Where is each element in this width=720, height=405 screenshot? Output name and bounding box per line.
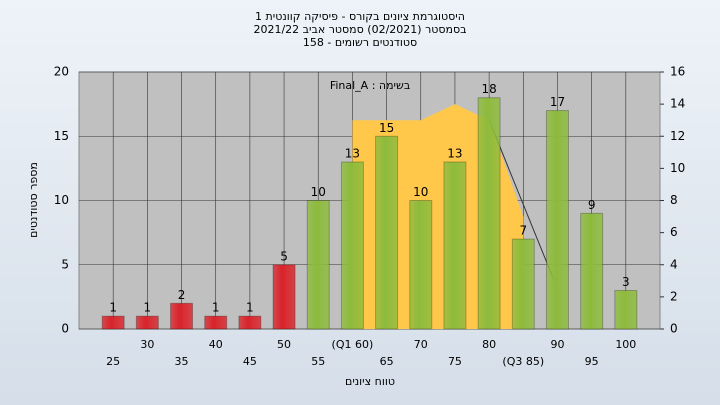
y2-tick-label: 10 <box>670 161 685 175</box>
bar <box>409 200 433 330</box>
x-tick-label: 45 <box>243 355 257 368</box>
x-axis-label: טווח ציונים <box>345 375 395 388</box>
x-tick-label: (Q1 60) <box>332 338 374 351</box>
value-label: 10 <box>413 185 428 199</box>
y-tick-label: 20 <box>54 65 69 79</box>
value-label: 13 <box>447 146 462 160</box>
bar <box>101 315 125 330</box>
y-tick-label: 0 <box>61 322 69 336</box>
x-tick-label: 30 <box>140 338 154 351</box>
y2-tick-label: 4 <box>670 257 678 271</box>
x-tick-label: 35 <box>175 355 189 368</box>
title-line: סטודנטים רשומים - 158 <box>303 36 417 49</box>
value-label: 1 <box>246 301 254 315</box>
bar <box>306 200 330 330</box>
bar <box>477 97 501 330</box>
value-label: 10 <box>311 185 326 199</box>
x-tick-label: (Q3 85) <box>502 355 544 368</box>
y2-tick-label: 16 <box>670 65 685 79</box>
x-tick-label: 95 <box>585 355 599 368</box>
x-tick-label: 50 <box>277 338 291 351</box>
bar <box>545 110 569 330</box>
title-line: בסמסטר (02/2021) סמסטר אביב 2021/22 <box>253 23 466 36</box>
y-tick-label: 15 <box>54 129 69 143</box>
x-tick-label: 40 <box>209 338 223 351</box>
x-tick-label: 75 <box>448 355 462 368</box>
title-line: היסטוגרמת ציונים בקורס - פיסיקה קוונטית … <box>255 10 465 23</box>
value-label: 1 <box>144 301 152 315</box>
bar <box>272 264 296 330</box>
y-axis-label: מספר סטודנטים <box>27 162 40 238</box>
y2-tick-label: 6 <box>670 225 678 239</box>
bar <box>170 302 194 330</box>
bar <box>580 212 604 330</box>
y-tick-label: 10 <box>54 193 69 207</box>
value-label: 5 <box>280 249 288 263</box>
bar <box>614 289 638 330</box>
value-label: 7 <box>519 224 527 238</box>
y2-tick-label: 12 <box>670 129 685 143</box>
value-label: 2 <box>178 288 186 302</box>
value-label: 13 <box>345 146 360 160</box>
y2-tick-label: 0 <box>670 322 678 336</box>
x-tick-label: 65 <box>380 355 394 368</box>
y2-tick-label: 2 <box>670 289 678 303</box>
y2-tick-label: 14 <box>670 97 685 111</box>
x-tick-label: 80 <box>482 338 496 351</box>
bar <box>375 135 399 330</box>
bar <box>511 238 535 330</box>
x-tick-label: 55 <box>311 355 325 368</box>
y-tick-label: 5 <box>61 257 69 271</box>
bar <box>443 161 467 330</box>
bar <box>135 315 159 330</box>
value-label: 9 <box>588 198 596 212</box>
x-tick-label: 100 <box>615 338 636 351</box>
value-label: 1 <box>109 301 117 315</box>
x-tick-label: 90 <box>550 338 564 351</box>
bar <box>204 315 228 330</box>
bar <box>340 161 364 330</box>
value-label: 15 <box>379 121 394 135</box>
x-tick-label: 25 <box>106 355 120 368</box>
annotation: בשימה : Final_A <box>330 79 410 92</box>
bar <box>238 315 262 330</box>
value-label: 1 <box>212 301 220 315</box>
y2-tick-label: 8 <box>670 193 678 207</box>
line <box>488 120 558 290</box>
value-label: 17 <box>550 95 565 109</box>
value-label: 18 <box>481 82 496 96</box>
x-tick-label: 70 <box>414 338 428 351</box>
value-label: 3 <box>622 275 630 289</box>
